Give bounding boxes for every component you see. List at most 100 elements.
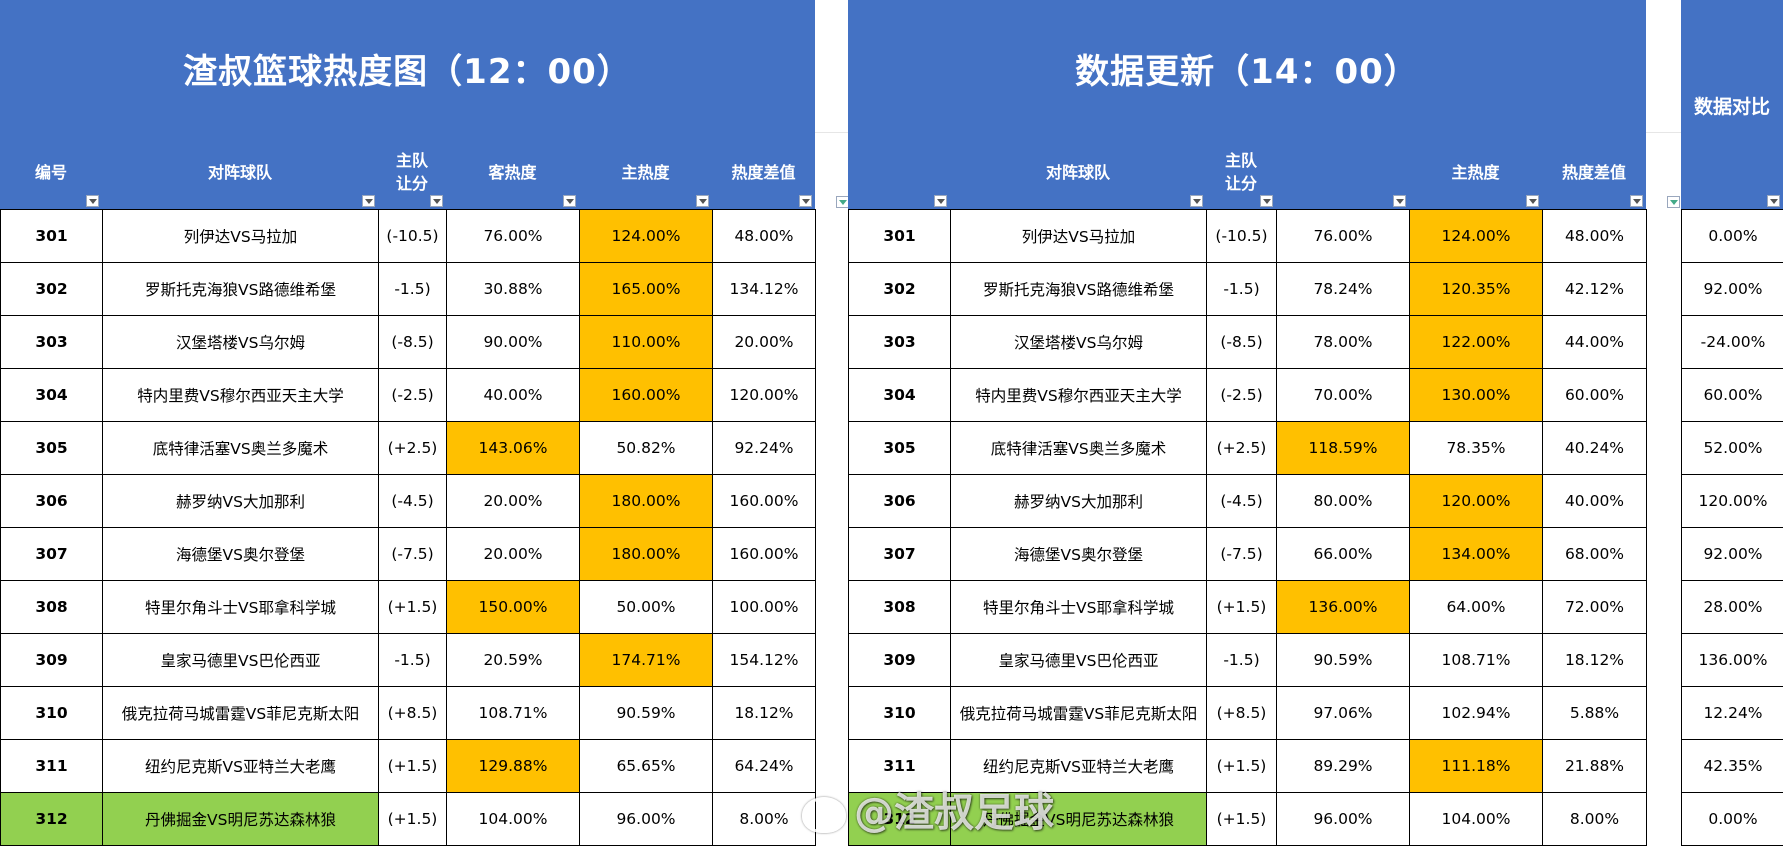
- filter-button[interactable]: [1526, 195, 1539, 207]
- cell-id: 303: [848, 315, 951, 369]
- cell-match: 列伊达VS马拉加: [950, 209, 1207, 263]
- table-row: 304 特内里费VS穆尔西亚天主大学 (-2.5) 40.00% 160.00% 120.…: [0, 368, 816, 422]
- panel-3-header: 数据对比: [1681, 0, 1783, 209]
- cell-compare: 92.00%: [1681, 527, 1783, 581]
- table-row: 310 俄克拉荷马城雷霆VS菲尼克斯太阳 (+8.5) 108.71% 90.59% 18…: [0, 686, 816, 740]
- header-label: 对阵球队: [207, 162, 272, 182]
- cell-match: 丹佛掘金VS明尼苏达森林狼: [102, 792, 379, 846]
- cell-home: 110.00%: [579, 315, 713, 369]
- cell-diff: 18.12%: [1542, 633, 1647, 687]
- cell-spread: (+1.5): [1206, 739, 1277, 793]
- filter-button[interactable]: [86, 195, 99, 207]
- filter-button[interactable]: [1260, 195, 1273, 207]
- cell-diff: 160.00%: [712, 474, 816, 528]
- table-row: 310 俄克拉荷马城雷霆VS菲尼克斯太阳 (+8.5) 97.06% 102.94% 5.…: [848, 686, 1647, 740]
- table-row: 136.00%: [1681, 633, 1783, 687]
- cell-spread: (-7.5): [1206, 527, 1277, 581]
- filter-button[interactable]: [934, 195, 947, 207]
- panel-3-title: 数据对比: [1693, 96, 1770, 118]
- cell-diff: 18.12%: [712, 686, 816, 740]
- cell-compare: 92.00%: [1681, 262, 1783, 316]
- cell-spread: -1.5): [1206, 262, 1277, 316]
- cell-id: 301: [0, 209, 103, 263]
- table-row: 301 列伊达VS马拉加 (-10.5) 76.00% 124.00% 48.00%: [848, 209, 1647, 263]
- cell-match: 俄克拉荷马城雷霆VS菲尼克斯太阳: [950, 686, 1207, 740]
- cell-match: 罗斯托克海狼VS路德维希堡: [102, 262, 379, 316]
- cell-home: 50.82%: [579, 421, 713, 475]
- cell-id: 307: [848, 527, 951, 581]
- cell-id: 309: [0, 633, 103, 687]
- header-label: 客热度: [488, 162, 537, 182]
- cell-away: 89.29%: [1276, 739, 1410, 793]
- header-col-id: [848, 145, 950, 209]
- header-col-spread: 主队 让分: [378, 145, 446, 209]
- filter-button[interactable]: [1767, 195, 1780, 207]
- watermark-text: @渣叔足球: [854, 790, 1054, 836]
- panel-3-table: 0.00% 92.00% -24.00% 60.00% 52.00% 120.00% 92.…: [1681, 209, 1783, 846]
- panel-2-title: 数据更新（14：00）: [1075, 52, 1419, 92]
- cell-spread: (+8.5): [378, 686, 447, 740]
- header-col-match: 对阵球队: [102, 145, 378, 209]
- cell-spread: (+2.5): [378, 421, 447, 475]
- filter-button[interactable]: [563, 195, 576, 207]
- cell-home: 134.00%: [1409, 527, 1543, 581]
- cell-match: 列伊达VS马拉加: [102, 209, 379, 263]
- cell-match: 丹佛掘金VS明尼苏达森林狼: [950, 792, 1207, 846]
- cell-away: 108.71%: [446, 686, 580, 740]
- header-label: 主队 让分: [1224, 151, 1257, 193]
- cell-home: 180.00%: [579, 527, 713, 581]
- cell-id: 306: [848, 474, 951, 528]
- table-row: 309 皇家马德里VS巴伦西亚 -1.5) 20.59% 174.71% 154.12%: [0, 633, 816, 687]
- header-label: 编号: [34, 162, 67, 182]
- cell-home: 130.00%: [1409, 368, 1543, 422]
- table-row: 52.00%: [1681, 421, 1783, 475]
- weibo-logo-icon: [802, 797, 846, 833]
- cell-spread: (-2.5): [378, 368, 447, 422]
- cell-away: 78.24%: [1276, 262, 1410, 316]
- cell-id: 304: [848, 368, 951, 422]
- cell-home: 64.00%: [1409, 580, 1543, 634]
- cell-diff: 154.12%: [712, 633, 816, 687]
- filter-button[interactable]: [430, 195, 443, 207]
- header-col-id: 编号: [0, 145, 102, 209]
- cell-diff: 92.24%: [712, 421, 816, 475]
- header-label: 热度差值: [731, 162, 796, 182]
- cell-id: 312: [0, 792, 103, 846]
- cell-id: 307: [0, 527, 103, 581]
- table-row: 301 列伊达VS马拉加 (-10.5) 76.00% 124.00% 48.00%: [0, 209, 816, 263]
- cell-away: 20.00%: [446, 474, 580, 528]
- filter-button[interactable]: [799, 195, 812, 207]
- cell-diff: 42.12%: [1542, 262, 1647, 316]
- cell-id: 309: [848, 633, 951, 687]
- cell-match: 海德堡VS奥尔登堡: [950, 527, 1207, 581]
- table-row: 0.00%: [1681, 209, 1783, 263]
- cell-id: 308: [848, 580, 951, 634]
- cell-diff: 48.00%: [712, 209, 816, 263]
- filter-button[interactable]: [1393, 195, 1406, 207]
- filter-button[interactable]: [362, 195, 375, 207]
- table-row: 307 海德堡VS奥尔登堡 (-7.5) 66.00% 134.00% 68.00%: [848, 527, 1647, 581]
- table-row: 307 海德堡VS奥尔登堡 (-7.5) 20.00% 180.00% 160.00%: [0, 527, 816, 581]
- cell-away: 70.00%: [1276, 368, 1410, 422]
- header-label: 主热度: [621, 162, 670, 182]
- panel-1-header: 渣叔篮球热度图（12：00） 编号 对阵球队 主队 让分 客热度 主热度 热度差值: [0, 0, 815, 209]
- header-col-diff: 热度差值: [1542, 145, 1646, 209]
- cell-away: 96.00%: [1276, 792, 1410, 846]
- cell-match: 特里尔角斗士VS耶拿科学城: [102, 580, 379, 634]
- filter-button[interactable]: [696, 195, 709, 207]
- cell-compare: -24.00%: [1681, 315, 1783, 369]
- table-row: 305 底特律活塞VS奥兰多魔术 (+2.5) 143.06% 50.82% 92.24%: [0, 421, 816, 475]
- filter-button[interactable]: [1190, 195, 1203, 207]
- cell-home: 78.35%: [1409, 421, 1543, 475]
- cell-spread: -1.5): [378, 633, 447, 687]
- cell-away: 104.00%: [446, 792, 580, 846]
- cell-diff: 64.24%: [712, 739, 816, 793]
- header-label: 主热度: [1451, 162, 1500, 182]
- cell-diff: 120.00%: [712, 368, 816, 422]
- filter-button[interactable]: [1667, 196, 1680, 208]
- cell-away: 20.00%: [446, 527, 580, 581]
- filter-button[interactable]: [1630, 195, 1643, 207]
- cell-diff: 68.00%: [1542, 527, 1647, 581]
- table-row: 42.35%: [1681, 739, 1783, 793]
- cell-diff: 60.00%: [1542, 368, 1647, 422]
